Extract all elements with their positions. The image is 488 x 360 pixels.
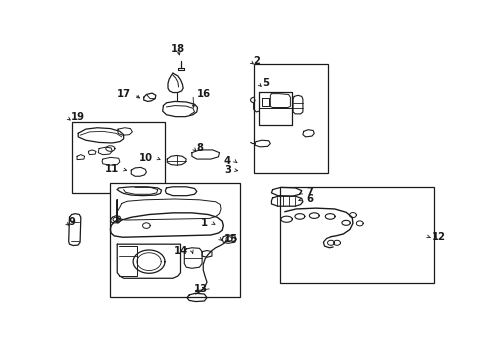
Bar <box>280 187 433 283</box>
Text: 3: 3 <box>224 165 230 175</box>
Text: 8: 8 <box>196 143 203 153</box>
Text: 1: 1 <box>201 218 208 228</box>
Text: 15: 15 <box>223 234 237 244</box>
Text: 7: 7 <box>306 187 313 197</box>
Text: 4: 4 <box>224 156 230 166</box>
Bar <box>109 183 240 297</box>
Text: 2: 2 <box>253 56 260 66</box>
Text: 5: 5 <box>262 78 268 89</box>
Text: 19: 19 <box>70 112 84 122</box>
Text: 10: 10 <box>139 153 153 163</box>
Text: 11: 11 <box>104 164 119 174</box>
Text: 16: 16 <box>196 90 210 99</box>
Text: 17: 17 <box>116 90 130 99</box>
Text: 12: 12 <box>431 232 445 242</box>
Text: 9: 9 <box>68 217 76 227</box>
Text: 18: 18 <box>170 44 184 54</box>
Bar <box>72 122 164 193</box>
Text: 6: 6 <box>306 194 313 204</box>
Text: 13: 13 <box>194 284 208 293</box>
Bar <box>253 64 327 174</box>
Text: 14: 14 <box>173 246 188 256</box>
